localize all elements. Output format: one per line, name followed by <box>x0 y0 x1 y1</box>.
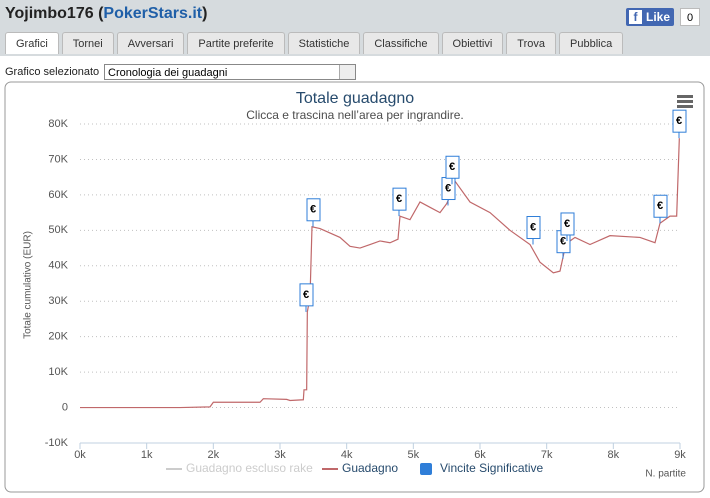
flag-box <box>653 194 668 218</box>
flag: € <box>299 283 314 312</box>
user-title: Yojimbo176 (PokerStars.it) <box>5 5 208 22</box>
flag-label: € <box>303 289 309 301</box>
flag-label: € <box>564 218 570 230</box>
flag: € <box>526 216 541 245</box>
like-text: Like <box>645 10 670 24</box>
like-count: 0 <box>680 8 700 26</box>
user-name: Yojimbo176 <box>5 5 94 22</box>
select-value: Cronologia dei guadagni <box>108 67 228 79</box>
y-tick-label: 10K <box>48 366 68 378</box>
flag-label: € <box>445 182 451 194</box>
tab[interactable]: Trova <box>506 32 557 54</box>
legend-label: Guadagno <box>342 461 398 475</box>
tab[interactable]: Classifiche <box>363 32 439 54</box>
site-link[interactable]: PokerStars.it <box>103 5 203 22</box>
flag: € <box>672 109 687 139</box>
y-tick-label: 50K <box>48 224 68 236</box>
y-tick-label: 20K <box>48 331 68 343</box>
y-tick-label: 80K <box>48 118 68 130</box>
legend-item[interactable]: Guadagno escluso rake <box>166 461 313 475</box>
series-line <box>80 138 680 409</box>
y-tick-label: -10K <box>45 437 69 449</box>
flag-label: € <box>396 193 402 205</box>
flag-box <box>526 216 541 240</box>
x-tick-label: 6k <box>474 449 486 461</box>
flag-label: € <box>657 200 663 212</box>
flag: € <box>560 212 575 241</box>
y-tick-label: 40K <box>48 260 68 272</box>
flag-label: € <box>310 204 316 216</box>
y-axis-label: Totale cumulativo (EUR) <box>23 231 34 339</box>
flag-label: € <box>560 236 566 248</box>
tab[interactable]: Statistiche <box>287 32 361 54</box>
legend-label: Vincite Significative <box>440 461 543 475</box>
y-tick-label: 70K <box>48 153 68 165</box>
flag-box <box>392 187 407 211</box>
chart-subtitle: Clicca e trascina nell’area per ingrandi… <box>246 108 463 122</box>
x-tick-label: 1k <box>141 449 153 461</box>
flag-box <box>560 212 575 236</box>
x-tick-label: 4k <box>341 449 353 461</box>
chart-select[interactable]: Cronologia dei guadagni <box>104 64 356 80</box>
chart-title: Totale guadagno <box>296 90 414 107</box>
x-axis-label: N. partite <box>645 469 686 480</box>
y-tick-label: 0 <box>62 401 68 413</box>
tab[interactable]: Avversari <box>116 32 185 54</box>
tab[interactable]: Tornei <box>61 32 114 54</box>
legend-item[interactable]: Guadagno <box>322 461 398 475</box>
x-tick-label: 9k <box>674 449 686 461</box>
flag: € <box>653 194 668 224</box>
x-tick-label: 5k <box>408 449 420 461</box>
flag-box <box>672 109 687 133</box>
legend-symbol <box>420 463 432 475</box>
tab[interactable]: Partite preferite <box>187 32 285 54</box>
x-tick-label: 2k <box>208 449 220 461</box>
tab[interactable]: Pubblica <box>559 32 624 54</box>
x-tick-label: 7k <box>541 449 553 461</box>
flag-label: € <box>449 161 455 173</box>
fb-icon: f <box>629 10 642 24</box>
flag-box <box>306 198 321 222</box>
x-tick-label: 0k <box>74 449 86 461</box>
tab[interactable]: Obiettivi <box>441 32 504 54</box>
x-tick-label: 3k <box>274 449 286 461</box>
flag-box <box>299 283 314 307</box>
legend-item[interactable]: Vincite Significative <box>420 461 543 475</box>
y-tick-label: 60K <box>48 189 68 201</box>
like-button[interactable]: f Like <box>626 8 674 26</box>
tab[interactable]: Grafici <box>5 32 59 54</box>
flag-box <box>445 155 460 179</box>
flag: € <box>306 198 321 227</box>
flag-label: € <box>530 221 536 233</box>
y-tick-label: 30K <box>48 295 68 307</box>
legend-label: Guadagno escluso rake <box>186 461 313 475</box>
selector-label: Grafico selezionato <box>5 66 100 78</box>
menu-icon[interactable] <box>677 95 693 108</box>
select-arrow <box>339 65 355 79</box>
flag: € <box>392 187 407 217</box>
chart-frame <box>4 81 705 493</box>
flag-label: € <box>676 115 682 127</box>
header-bar: Yojimbo176 (PokerStars.it) f Like 0 Grafi… <box>0 0 710 56</box>
x-tick-label: 8k <box>608 449 620 461</box>
flag: € <box>445 155 460 185</box>
tab-bar: Grafici Tornei Avversari Partite preferite S… <box>5 32 624 54</box>
